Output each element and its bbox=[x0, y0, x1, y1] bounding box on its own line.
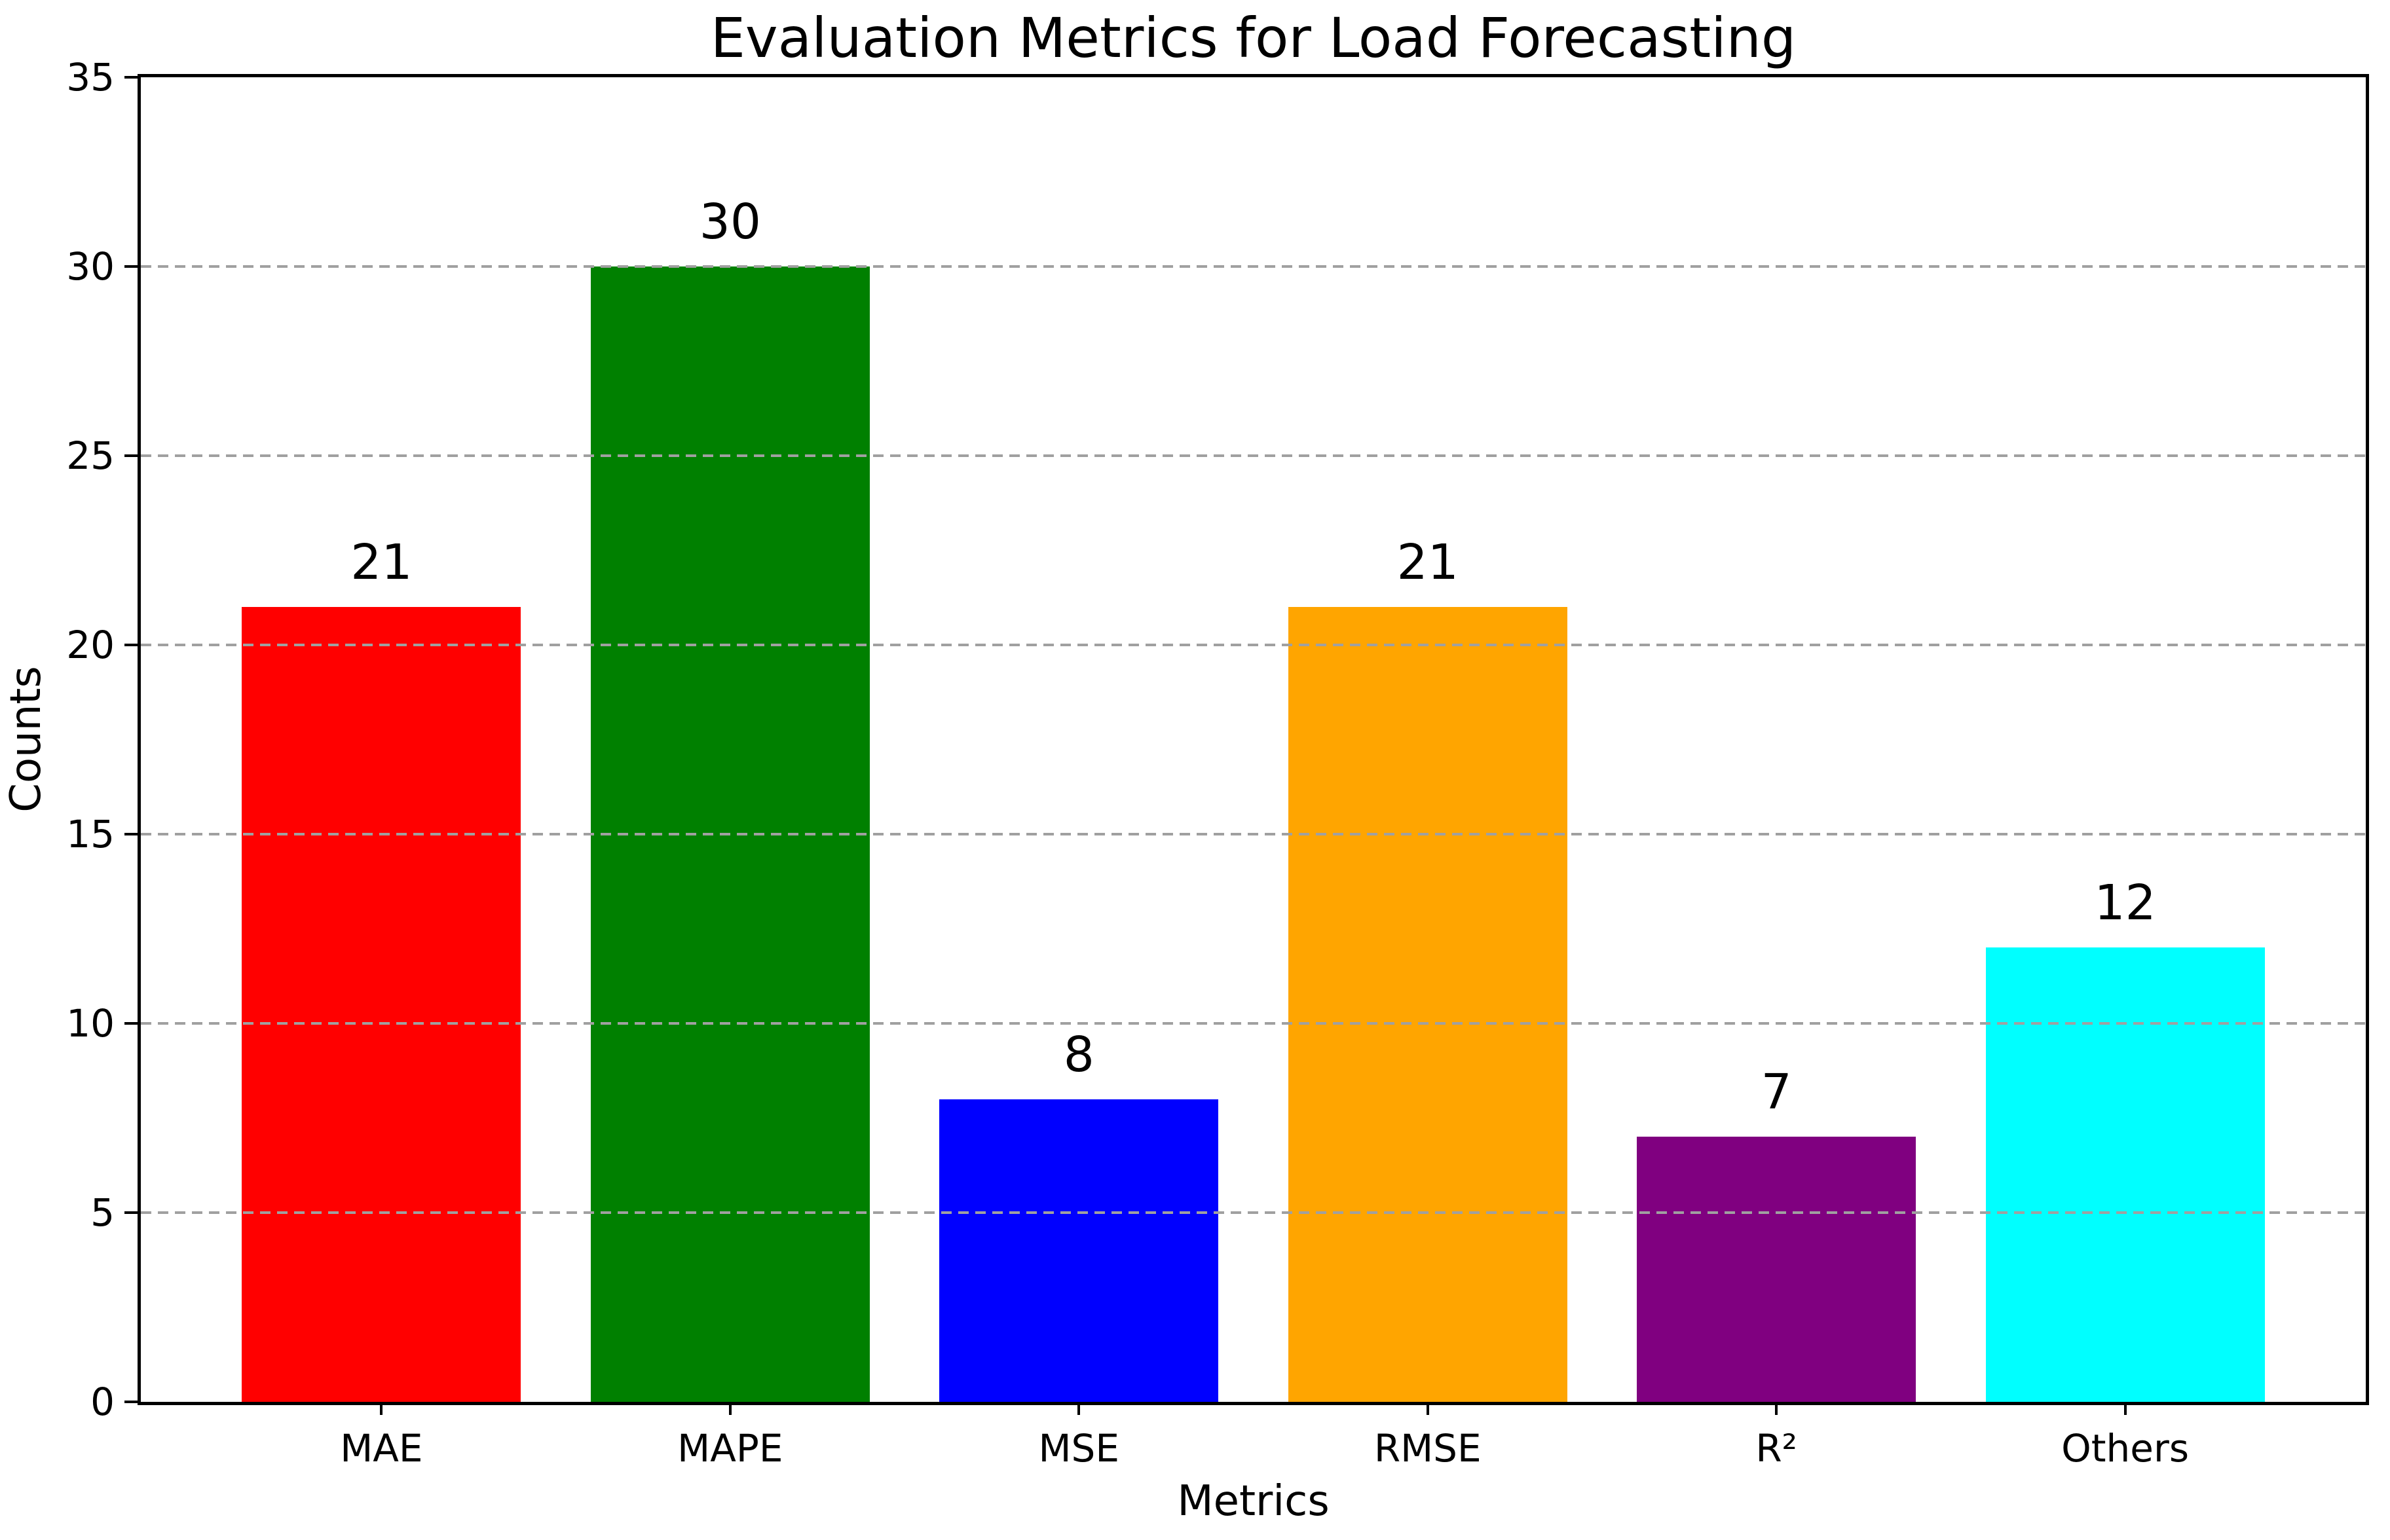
bar-others bbox=[1985, 947, 2265, 1402]
gridline bbox=[141, 644, 2366, 646]
x-tick-mark bbox=[728, 1402, 732, 1415]
bar-value-label: 30 bbox=[699, 194, 761, 250]
y-tick-label: 30 bbox=[66, 244, 115, 289]
x-axis-label: Metrics bbox=[1177, 1477, 1330, 1526]
y-tick-mark bbox=[124, 1211, 138, 1214]
x-tick-label: R² bbox=[1755, 1426, 1797, 1471]
bar-rmse bbox=[1288, 607, 1567, 1402]
y-tick-label: 15 bbox=[66, 812, 115, 856]
y-tick-label: 5 bbox=[90, 1190, 115, 1235]
bar-value-label: 21 bbox=[1396, 534, 1459, 591]
gridline bbox=[141, 1022, 2366, 1025]
x-tick-mark bbox=[2123, 1402, 2127, 1415]
y-tick-label: 0 bbox=[90, 1380, 115, 1424]
bar-value-label: 12 bbox=[2094, 875, 2156, 932]
x-tick-label: MAE bbox=[340, 1426, 423, 1471]
y-tick-label: 20 bbox=[66, 623, 115, 667]
y-tick-label: 10 bbox=[66, 1001, 115, 1046]
y-tick-mark bbox=[124, 265, 138, 268]
x-tick-label: MAPE bbox=[677, 1426, 783, 1471]
bar-value-label: 8 bbox=[1063, 1026, 1094, 1083]
y-tick-label: 35 bbox=[66, 55, 115, 100]
bar-mse bbox=[939, 1099, 1219, 1402]
gridline bbox=[141, 1211, 2366, 1214]
bar-mae bbox=[242, 607, 521, 1402]
x-tick-mark bbox=[1426, 1402, 1429, 1415]
x-tick-label: MSE bbox=[1038, 1426, 1120, 1471]
plot-area: 21 30 8 21 7 12 bbox=[138, 74, 2369, 1405]
x-tick-label: Others bbox=[2061, 1426, 2190, 1471]
x-tick-mark bbox=[380, 1402, 383, 1415]
y-tick-label: 25 bbox=[66, 433, 115, 478]
y-tick-mark bbox=[124, 76, 138, 79]
bar-value-label: 21 bbox=[350, 534, 413, 591]
gridline bbox=[141, 265, 2366, 268]
y-tick-mark bbox=[124, 1401, 138, 1403]
chart-title: Evaluation Metrics for Load Forecasting bbox=[710, 6, 1797, 70]
bar-value-label: 7 bbox=[1761, 1064, 1792, 1121]
x-tick-label: RMSE bbox=[1373, 1426, 1482, 1471]
gridline bbox=[141, 833, 2366, 835]
y-tick-mark bbox=[124, 454, 138, 457]
gridline bbox=[141, 454, 2366, 457]
y-tick-mark bbox=[124, 833, 138, 835]
x-tick-mark bbox=[1775, 1402, 1778, 1415]
x-tick-mark bbox=[1077, 1402, 1081, 1415]
y-tick-mark bbox=[124, 1022, 138, 1025]
bar-r² bbox=[1637, 1137, 1916, 1402]
y-tick-mark bbox=[124, 644, 138, 646]
y-axis-label: Counts bbox=[2, 666, 50, 813]
